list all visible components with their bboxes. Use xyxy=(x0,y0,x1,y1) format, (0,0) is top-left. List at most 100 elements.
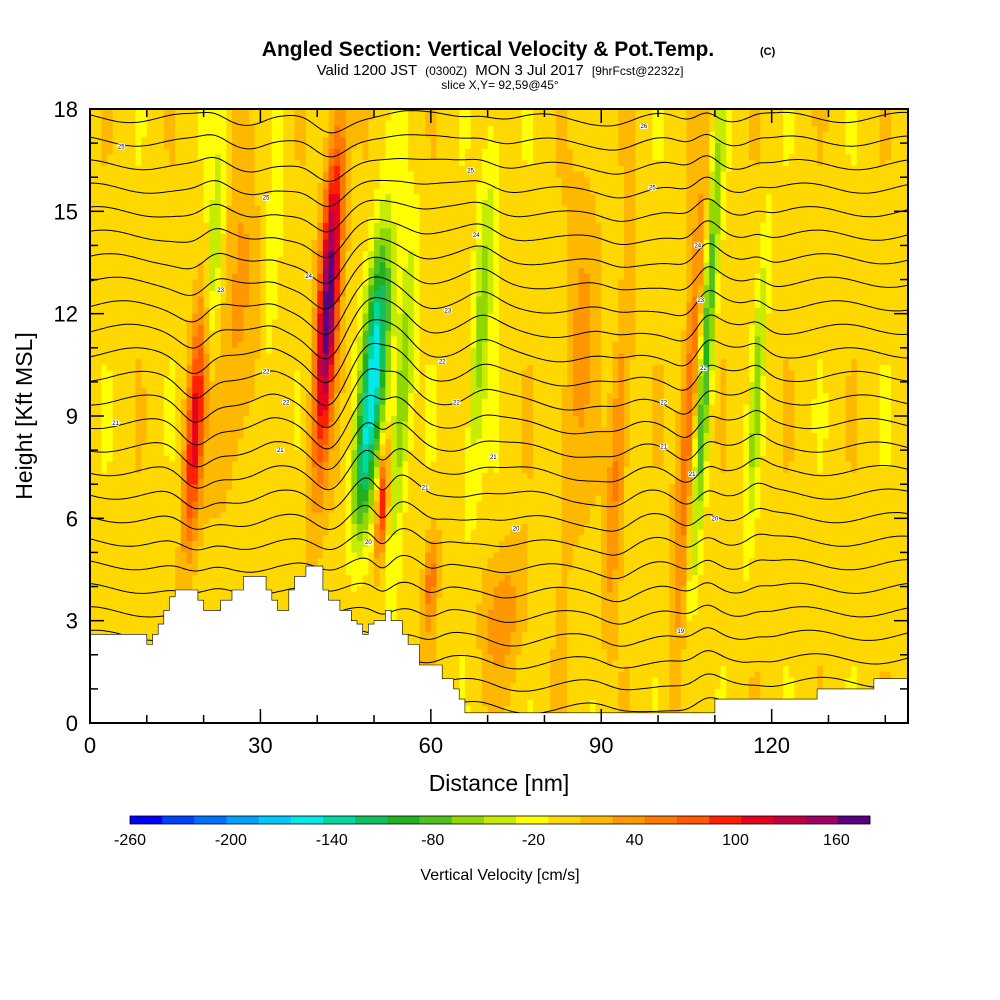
velocity-cell xyxy=(442,160,449,167)
velocity-cell xyxy=(368,109,375,116)
velocity-cell xyxy=(692,137,699,144)
velocity-cell xyxy=(675,160,682,167)
velocity-cell xyxy=(692,217,699,224)
velocity-cell xyxy=(232,279,239,286)
velocity-cell xyxy=(334,217,341,224)
velocity-cell xyxy=(305,279,313,286)
velocity-cell xyxy=(709,137,716,144)
velocity-cell xyxy=(396,217,404,224)
velocity-cell xyxy=(811,182,818,190)
velocity-cell xyxy=(510,182,517,190)
velocity-cell xyxy=(107,279,114,286)
velocity-cell xyxy=(800,126,807,133)
velocity-cell xyxy=(300,126,307,133)
velocity-cell xyxy=(873,273,881,281)
velocity-cell xyxy=(158,188,165,195)
velocity-cell xyxy=(765,143,773,150)
velocity-cell xyxy=(379,120,386,127)
velocity-cell xyxy=(567,268,574,275)
velocity-cell xyxy=(765,188,773,195)
velocity-cell xyxy=(516,137,523,144)
velocity-cell xyxy=(339,268,347,275)
velocity-cell xyxy=(146,296,154,303)
velocity-cell xyxy=(101,273,108,281)
velocity-cell xyxy=(351,126,358,133)
velocity-cell xyxy=(425,160,432,167)
velocity-cell xyxy=(629,148,636,156)
velocity-cell xyxy=(180,217,188,224)
velocity-cell xyxy=(572,279,580,286)
velocity-cell xyxy=(112,234,119,241)
velocity-cell xyxy=(794,131,801,139)
velocity-cell xyxy=(146,114,154,121)
velocity-cell xyxy=(550,302,557,309)
velocity-cell xyxy=(618,143,625,150)
velocity-cell xyxy=(90,109,97,116)
velocity-cell xyxy=(726,120,733,127)
velocity-cell xyxy=(817,114,824,121)
velocity-cell xyxy=(430,211,438,218)
velocity-cell xyxy=(317,165,324,173)
velocity-cell xyxy=(754,126,761,133)
velocity-cell xyxy=(652,194,659,201)
velocity-cell xyxy=(334,302,341,309)
velocity-cell xyxy=(379,182,386,190)
velocity-cell xyxy=(720,285,727,292)
velocity-cell xyxy=(811,222,818,229)
velocity-cell xyxy=(720,268,727,275)
velocity-cell xyxy=(141,245,148,252)
velocity-cell xyxy=(374,109,381,116)
velocity-cell xyxy=(294,171,301,178)
velocity-cell xyxy=(658,222,665,229)
velocity-cell xyxy=(481,199,489,207)
velocity-cell xyxy=(754,194,761,201)
velocity-cell xyxy=(334,120,341,127)
velocity-cell xyxy=(214,148,222,156)
velocity-cell xyxy=(339,234,347,241)
velocity-cell xyxy=(141,148,148,156)
velocity-cell xyxy=(629,228,636,235)
velocity-cell xyxy=(135,177,142,184)
velocity-cell xyxy=(550,143,557,150)
velocity-cell xyxy=(163,296,171,303)
velocity-cell xyxy=(692,228,699,235)
velocity-cell xyxy=(430,245,438,252)
velocity-cell xyxy=(839,165,847,173)
velocity-cell xyxy=(288,217,296,224)
velocity-cell xyxy=(567,273,574,281)
velocity-cell xyxy=(783,199,790,207)
velocity-cell xyxy=(771,154,778,161)
velocity-cell xyxy=(493,126,500,133)
velocity-cell xyxy=(453,154,460,161)
velocity-cell xyxy=(845,148,852,156)
velocity-cell xyxy=(430,268,438,275)
velocity-cell xyxy=(442,205,449,212)
velocity-cell xyxy=(873,285,881,292)
velocity-cell xyxy=(209,239,216,247)
velocity-cell xyxy=(169,188,176,195)
velocity-cell xyxy=(550,109,557,116)
velocity-cell xyxy=(413,120,421,127)
velocity-cell xyxy=(118,268,125,275)
velocity-cell xyxy=(118,256,125,264)
velocity-cell xyxy=(817,199,824,207)
velocity-cell xyxy=(510,211,517,218)
velocity-cell xyxy=(447,194,455,201)
velocity-cell xyxy=(623,296,631,303)
velocity-cell xyxy=(379,188,386,195)
velocity-cell xyxy=(453,211,460,218)
velocity-cell xyxy=(374,296,381,303)
velocity-cell xyxy=(243,182,250,190)
velocity-cell xyxy=(436,182,443,190)
velocity-cell xyxy=(413,182,421,190)
velocity-cell xyxy=(476,188,483,195)
velocity-cell xyxy=(271,222,279,229)
velocity-cell xyxy=(209,194,216,201)
velocity-cell xyxy=(328,251,335,258)
velocity-cell xyxy=(879,217,886,224)
velocity-cell xyxy=(606,256,614,264)
velocity-cell xyxy=(783,177,790,184)
velocity-cell xyxy=(459,273,466,281)
velocity-cell xyxy=(606,160,614,167)
velocity-cell xyxy=(249,182,256,190)
